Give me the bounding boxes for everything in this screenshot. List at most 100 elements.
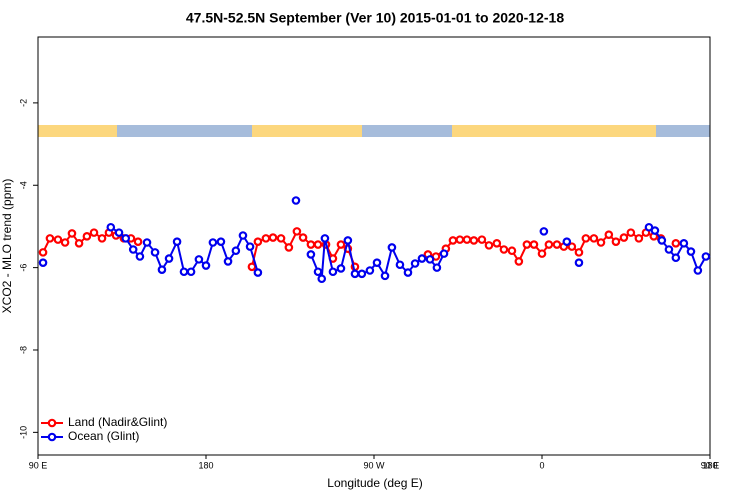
point bbox=[514, 257, 524, 266]
ocean-strip bbox=[362, 125, 452, 137]
x-tick-label: 180 bbox=[702, 460, 717, 470]
x-tick-label: 90 E bbox=[29, 460, 48, 470]
y-tick-label: -2 bbox=[18, 99, 28, 107]
x-tick-label: 0 bbox=[539, 460, 544, 470]
point bbox=[89, 228, 99, 237]
point bbox=[253, 237, 263, 246]
series bbox=[38, 196, 711, 284]
point bbox=[611, 237, 621, 246]
y-tick-label: -10 bbox=[18, 426, 28, 439]
point bbox=[284, 243, 294, 252]
point bbox=[336, 264, 346, 273]
legend-marker bbox=[47, 418, 57, 428]
point bbox=[320, 234, 330, 243]
point bbox=[60, 238, 70, 247]
point bbox=[231, 246, 241, 256]
point bbox=[179, 267, 189, 277]
point bbox=[67, 229, 77, 238]
point bbox=[365, 266, 375, 275]
point bbox=[186, 267, 196, 277]
point bbox=[529, 240, 539, 249]
point bbox=[492, 239, 502, 248]
point bbox=[291, 196, 301, 205]
ocean-strip bbox=[656, 125, 710, 137]
point bbox=[238, 231, 248, 240]
point bbox=[671, 253, 681, 263]
point bbox=[455, 235, 465, 244]
point bbox=[38, 258, 48, 267]
y-tick-label: -4 bbox=[18, 181, 28, 189]
point bbox=[634, 234, 644, 243]
point bbox=[581, 234, 591, 243]
point bbox=[114, 228, 124, 237]
point bbox=[425, 255, 435, 264]
point bbox=[671, 239, 681, 248]
point bbox=[410, 259, 420, 268]
point bbox=[313, 267, 323, 277]
point bbox=[164, 254, 174, 263]
point bbox=[537, 249, 547, 258]
point bbox=[395, 260, 405, 270]
point bbox=[544, 240, 554, 249]
legend-label: Ocean (Glint) bbox=[68, 429, 139, 443]
point bbox=[626, 228, 636, 237]
point bbox=[507, 246, 517, 256]
point bbox=[208, 238, 218, 247]
point bbox=[522, 240, 532, 249]
point bbox=[372, 258, 382, 267]
point bbox=[247, 262, 257, 272]
x-tick-label: 90 W bbox=[363, 460, 385, 470]
point bbox=[106, 222, 116, 232]
point bbox=[306, 240, 316, 249]
point bbox=[664, 245, 674, 254]
point bbox=[216, 237, 226, 246]
point bbox=[172, 237, 182, 246]
point bbox=[350, 269, 360, 279]
point bbox=[403, 268, 413, 277]
point bbox=[223, 257, 233, 266]
point bbox=[150, 248, 160, 257]
point bbox=[313, 240, 323, 249]
point bbox=[679, 239, 689, 248]
point bbox=[574, 258, 584, 267]
point bbox=[644, 222, 654, 232]
point bbox=[462, 235, 472, 244]
ocean-strip bbox=[117, 125, 252, 137]
point bbox=[596, 238, 606, 247]
surface-strip bbox=[38, 125, 710, 137]
point bbox=[448, 236, 458, 245]
point bbox=[567, 242, 577, 251]
point bbox=[693, 266, 703, 275]
point bbox=[133, 237, 143, 246]
x-axis-label: Longitude (deg E) bbox=[327, 476, 422, 490]
point bbox=[499, 245, 509, 254]
point bbox=[328, 267, 338, 277]
point bbox=[135, 252, 145, 261]
point bbox=[245, 242, 255, 251]
point bbox=[380, 271, 390, 281]
point bbox=[657, 236, 667, 245]
point bbox=[336, 240, 346, 249]
x-tick-label: 180 bbox=[198, 460, 213, 470]
point bbox=[589, 234, 599, 243]
point bbox=[306, 250, 316, 259]
point bbox=[201, 261, 211, 270]
point bbox=[45, 234, 55, 243]
point bbox=[469, 236, 479, 245]
point bbox=[552, 240, 562, 249]
point bbox=[701, 252, 711, 261]
point bbox=[574, 248, 584, 257]
y-axis-label: XCO2 - MLO trend (ppm) bbox=[0, 179, 14, 314]
point bbox=[343, 236, 353, 245]
point bbox=[128, 245, 138, 254]
point bbox=[82, 232, 92, 241]
point bbox=[477, 235, 487, 244]
point bbox=[562, 237, 572, 246]
point bbox=[484, 241, 494, 250]
point bbox=[121, 234, 131, 243]
point bbox=[292, 227, 302, 236]
point bbox=[650, 226, 660, 235]
legend-marker bbox=[47, 432, 57, 442]
point bbox=[74, 239, 84, 248]
